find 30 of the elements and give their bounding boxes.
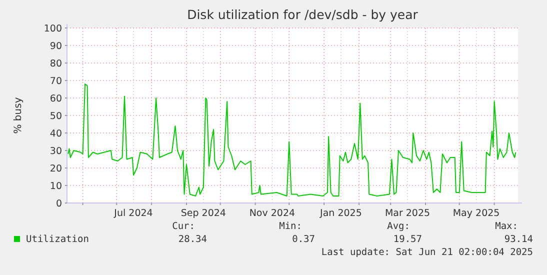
y-tick-label: 30 [50,146,62,157]
x-tick-label: May 2025 [452,208,500,219]
text: 0.37 [292,234,315,245]
y-tick-label: 90 [50,40,62,52]
x-tick-label: Mar 2025 [384,208,430,219]
legend-label: Utilization [26,234,89,245]
text: 28.34 [178,234,208,245]
x-tick-label: Jul 2024 [113,208,153,219]
y-tick-label: 50 [50,110,62,122]
x-tick-label: Sep 2024 [180,208,226,219]
y-tick-label: 20 [50,163,62,174]
text: Min: [279,221,302,232]
y-tick-label: 60 [50,93,62,104]
x-tick-label: Jan 2025 [319,208,362,219]
y-tick-label: 0 [56,198,62,210]
y-axis-title: % busy [13,97,24,134]
text: Avg: [387,221,410,232]
text: 93.14 [504,234,534,245]
y-tick-label: 100 [44,23,62,34]
text: Last update: Sat Jun 21 02:00:04 2025 [321,247,533,258]
y-tick-label: 10 [50,180,62,192]
chart-title: Disk utilization for /dev/sdb - by year [187,7,419,22]
text: 19.57 [393,234,422,245]
text: Max: [495,221,518,232]
line-series [68,84,516,196]
y-tick-label: 70 [50,76,62,87]
y-tick-label: 80 [50,58,62,70]
y-tick-label: 40 [50,128,62,140]
x-tick-label: Nov 2024 [249,208,296,219]
text: Cur: [172,221,195,232]
